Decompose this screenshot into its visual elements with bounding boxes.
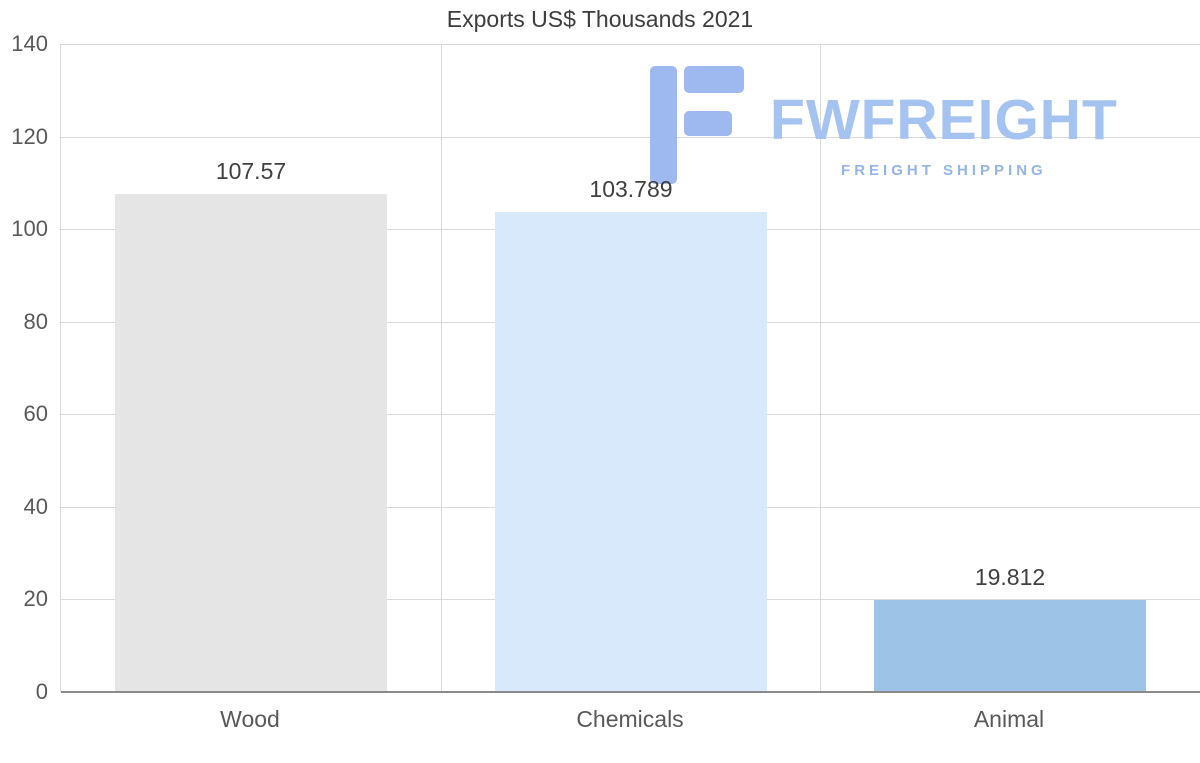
plot-area: 107.57 103.789 19.812 [60, 44, 1200, 693]
bar-value-label-wood: 107.57 [215, 158, 287, 184]
y-tick-label-140: 140 [11, 31, 48, 56]
bar-value-label-animal: 19.812 [974, 564, 1046, 590]
gridline-120 [61, 136, 1200, 138]
category-separator [441, 44, 442, 692]
x-tick-label-animal: Animal [973, 706, 1045, 732]
y-tick-label-100: 100 [11, 216, 48, 242]
bar-chemicals [495, 212, 767, 692]
y-tick-label-0: 0 [35, 679, 48, 704]
gridline-140 [61, 44, 1200, 45]
bar-value-label-chemicals: 103.789 [589, 176, 673, 202]
x-axis-baseline [61, 691, 1200, 693]
bar-wood [115, 194, 387, 692]
chart-title: Exports US$ Thousands 2021 [446, 6, 754, 32]
y-tick-label-20: 20 [23, 586, 48, 612]
x-tick-label-chemicals: Chemicals [576, 706, 684, 732]
y-tick-label-60: 60 [23, 401, 48, 427]
y-tick-label-120: 120 [11, 123, 48, 149]
category-separator [820, 44, 821, 692]
x-tick-label-wood: Wood [220, 706, 280, 732]
y-tick-label-40: 40 [23, 493, 48, 519]
bar-animal [874, 600, 1146, 692]
y-tick-label-80: 80 [23, 308, 48, 334]
